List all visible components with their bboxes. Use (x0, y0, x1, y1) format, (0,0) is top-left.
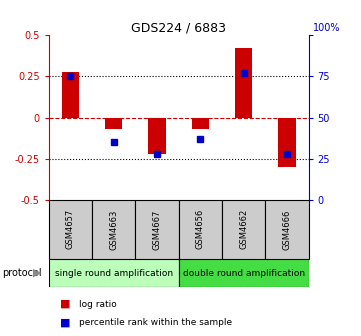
Text: GSM4656: GSM4656 (196, 209, 205, 249)
Bar (265, 200, 309, 259)
Text: log ratio: log ratio (79, 300, 117, 308)
Bar (49, 200, 92, 259)
Text: GSM4657: GSM4657 (66, 209, 75, 249)
Title: GDS224 / 6883: GDS224 / 6883 (131, 21, 226, 34)
Bar (179, 259, 309, 287)
Bar (92, 200, 135, 259)
Text: GSM4667: GSM4667 (153, 209, 161, 250)
Text: protocol: protocol (2, 268, 42, 278)
Text: single round amplification: single round amplification (55, 268, 173, 278)
Bar (192, 118, 209, 129)
Text: GSM4666: GSM4666 (283, 209, 291, 250)
Bar (135, 200, 179, 259)
Bar (278, 118, 296, 167)
Bar (105, 118, 122, 129)
Text: double round amplification: double round amplification (183, 268, 305, 278)
Text: percentile rank within the sample: percentile rank within the sample (79, 318, 232, 327)
Text: GSM4663: GSM4663 (109, 209, 118, 250)
Text: GSM4662: GSM4662 (239, 209, 248, 249)
Text: ■: ■ (60, 318, 70, 328)
Bar (179, 200, 222, 259)
Bar (235, 48, 252, 118)
Bar (62, 72, 79, 118)
Bar (148, 118, 166, 154)
Bar (222, 200, 265, 259)
Text: ▶: ▶ (33, 268, 42, 278)
Text: ■: ■ (60, 299, 70, 309)
Text: 100%: 100% (313, 23, 340, 33)
Bar (49, 259, 179, 287)
